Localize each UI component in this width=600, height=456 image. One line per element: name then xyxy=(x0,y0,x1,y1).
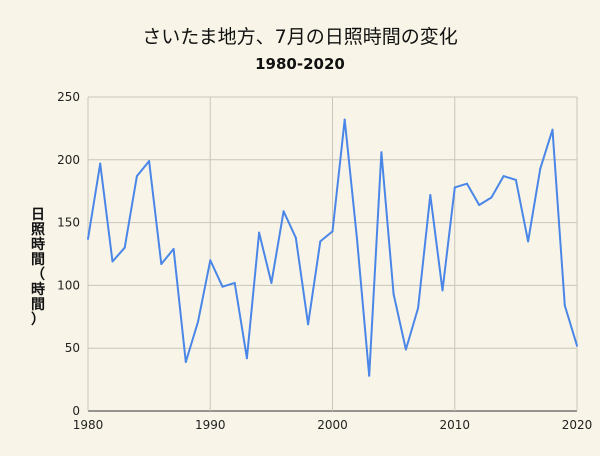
y-tick-label: 50 xyxy=(65,341,80,355)
data-point xyxy=(233,281,236,284)
y-tick-label: 100 xyxy=(57,278,80,292)
data-point xyxy=(123,246,126,249)
data-point xyxy=(490,196,493,199)
data-point xyxy=(404,348,407,351)
y-tick-label: 0 xyxy=(72,404,80,418)
chart-title: さいたま地方、7月の日照時間の変化 xyxy=(142,26,458,48)
data-point xyxy=(197,320,199,323)
y-axis-label: 日照時間（時間） xyxy=(31,207,45,328)
data-point xyxy=(380,151,383,154)
data-point xyxy=(135,175,138,178)
series-layer xyxy=(87,118,578,377)
data-point xyxy=(270,281,273,284)
data-point xyxy=(307,323,310,326)
data-point xyxy=(441,289,444,292)
y-tick-label: 250 xyxy=(57,90,80,104)
data-point xyxy=(258,231,261,234)
data-point xyxy=(331,230,334,233)
data-point xyxy=(87,237,89,240)
data-point xyxy=(576,344,578,347)
data-point xyxy=(514,178,517,181)
x-tick-label: 2020 xyxy=(562,418,593,432)
data-point xyxy=(429,194,432,196)
data-point xyxy=(294,236,297,239)
data-point xyxy=(539,167,542,170)
x-tick-label: 1980 xyxy=(73,418,104,432)
data-point xyxy=(99,162,102,165)
data-point xyxy=(343,118,346,121)
data-point xyxy=(221,285,224,288)
x-tick-label: 2010 xyxy=(439,418,470,432)
data-point xyxy=(245,357,248,360)
data-point xyxy=(148,160,151,163)
data-point xyxy=(356,237,358,240)
x-tick-label: 2000 xyxy=(317,418,348,432)
data-point xyxy=(502,175,505,178)
data-point xyxy=(527,240,530,243)
data-point xyxy=(563,304,566,307)
data-point xyxy=(551,128,554,131)
x-tick-label: 1990 xyxy=(195,418,226,432)
gridlines xyxy=(87,96,578,412)
data-point xyxy=(111,260,114,263)
data-point xyxy=(466,182,468,185)
data-point xyxy=(368,374,371,377)
x-tick-labels: 1980 1990 2000 2010 2020 xyxy=(73,418,593,432)
data-point xyxy=(478,204,481,206)
y-tick-labels: 0 50 100 150 200 250 xyxy=(57,90,80,418)
y-tick-label: 200 xyxy=(57,153,80,167)
chart-subtitle: 1980-2020 xyxy=(255,55,345,73)
data-point xyxy=(184,361,187,363)
data-point xyxy=(417,307,420,309)
data-point xyxy=(160,263,163,265)
y-tick-label: 150 xyxy=(57,216,80,230)
data-point xyxy=(453,186,456,189)
data-point xyxy=(209,259,212,262)
data-point xyxy=(282,210,285,213)
data-point xyxy=(172,248,175,250)
data-point xyxy=(319,240,322,243)
data-point xyxy=(392,293,395,296)
